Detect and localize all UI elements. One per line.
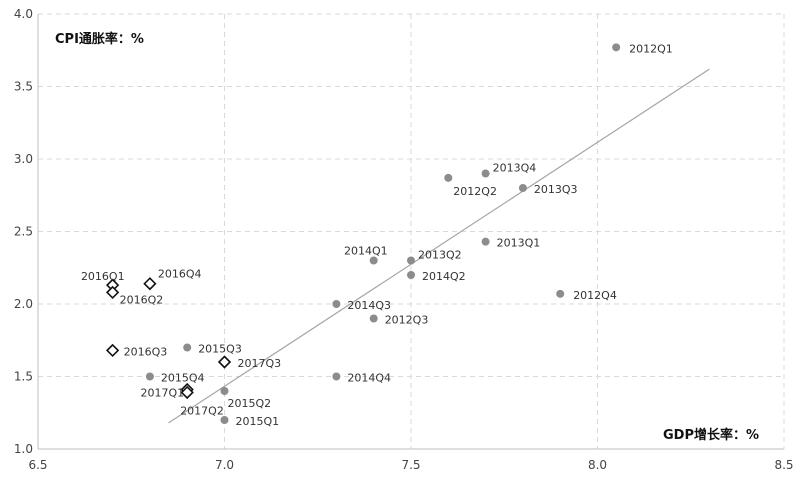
point-circle: [556, 289, 565, 298]
point-circle: [332, 300, 341, 308]
point-label: 2013Q4: [493, 162, 537, 175]
point-circle: [145, 372, 154, 381]
x-tick-label: 8.0: [588, 458, 607, 472]
point-label: 2012Q1: [629, 42, 673, 55]
point-circle: [407, 256, 415, 265]
point-diamond: [105, 285, 120, 300]
point-label: 2016Q2: [120, 293, 164, 306]
point-label: 2014Q3: [347, 299, 391, 312]
point-circle: [220, 387, 229, 395]
point-diamond: [105, 343, 120, 358]
point-label: 2015Q2: [228, 397, 272, 410]
point-circle: [332, 372, 341, 381]
y-tick-label: 4.0: [14, 7, 33, 21]
point-label: 2014Q4: [347, 372, 391, 385]
x-tick-label: 7.5: [401, 458, 420, 472]
axes: [37, 14, 784, 450]
y-axis-title: CPI通胀率：%: [55, 31, 144, 47]
y-tick-label: 1.5: [14, 370, 33, 384]
x-tick-label: 7.0: [215, 458, 234, 472]
point-label: 2012Q2: [453, 185, 497, 198]
trendline: [168, 68, 710, 424]
point-circle: [518, 184, 527, 192]
gridlines: [38, 13, 785, 449]
point-label: 2017Q2: [180, 404, 224, 417]
x-tick-label: 8.5: [774, 458, 793, 472]
point-circle: [481, 169, 490, 178]
point-label: 2013Q3: [534, 183, 578, 196]
point-label: 2012Q4: [573, 289, 617, 302]
y-tick-label: 2.5: [14, 225, 33, 239]
trendline-group: [168, 68, 710, 424]
point-label: 2014Q1: [344, 245, 388, 258]
point-circle: [407, 271, 415, 279]
point-circle: [481, 237, 490, 246]
y-tick-label: 3.0: [14, 152, 33, 166]
point-label: 2016Q3: [124, 345, 168, 358]
point-circle: [183, 343, 192, 352]
point-label: 2015Q1: [236, 415, 280, 428]
point-labels: 2012Q1 2012Q2 2012Q3 2012Q4 2013Q1 2013Q2 2013…: [81, 42, 673, 428]
point-label: 2012Q3: [385, 314, 429, 327]
point-diamond: [143, 277, 157, 291]
point-label: 2015Q4: [161, 372, 205, 385]
point-label: 2016Q1: [81, 270, 125, 283]
point-circle: [369, 314, 378, 323]
point-label: 2016Q4: [158, 268, 202, 281]
point-label: 2017Q1: [141, 387, 185, 400]
x-axis-title: GDP增长率：%: [663, 427, 759, 443]
point-label: 2017Q3: [238, 357, 282, 370]
x-tick-label: 6.5: [28, 458, 47, 472]
point-diamond: [217, 355, 232, 369]
data-points: [105, 43, 621, 424]
point-label: 2014Q2: [422, 270, 466, 283]
point-diamond: [180, 385, 194, 400]
point-circle: [369, 256, 378, 265]
y-tick-label: 2.0: [14, 297, 33, 311]
point-label: 2013Q2: [418, 249, 462, 262]
point-circle: [444, 173, 453, 182]
point-circle: [220, 416, 229, 424]
tick-labels: 1.0 1.5 2.0 2.5 3.0 3.5 4.0 6.5 7.0 7.5 8.0 8.5: [14, 7, 794, 472]
y-tick-label: 3.5: [14, 80, 33, 94]
point-circle: [612, 43, 621, 52]
point-label: 2013Q1: [497, 237, 541, 250]
point-label: 2015Q3: [198, 343, 242, 356]
y-tick-label: 1.0: [14, 442, 33, 456]
